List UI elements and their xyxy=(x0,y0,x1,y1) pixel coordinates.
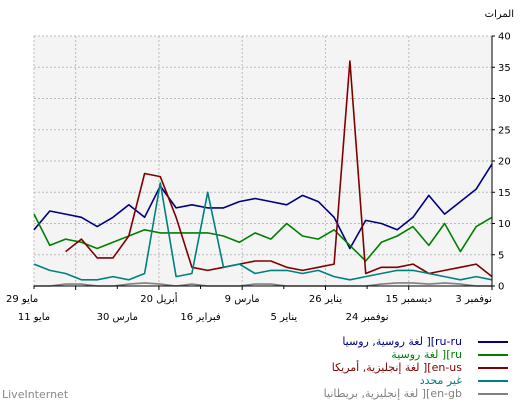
legend-label: لغة روسية, روسيا ][ru-ru xyxy=(342,335,462,348)
x-tick-label-secondary: 11 مايو xyxy=(18,312,50,323)
x-tick-label: 20 أبريل xyxy=(140,292,178,305)
legend-item: لغة روسية, روسيا ][ru-ru xyxy=(300,335,510,348)
y-tick-label: 5 xyxy=(498,250,504,261)
x-tick-label: 3 نوفمبر xyxy=(455,294,492,305)
x-tick-label-secondary: 16 فبراير xyxy=(180,312,221,323)
legend-swatch xyxy=(478,367,508,369)
y-tick-label: 40 xyxy=(498,32,511,43)
brand-label: LiveInternet xyxy=(2,388,69,401)
series-line-3 xyxy=(33,182,493,281)
y-axis-ticks: 0 5 10 15 20 25 30 35 40 xyxy=(492,32,511,293)
legend-label: لغة إنجليزية, بريطانيا ][en-gb xyxy=(323,387,462,400)
y-tick-label: 35 xyxy=(498,63,511,74)
y-tick-label: 30 xyxy=(498,94,511,105)
legend-item: غير محدد xyxy=(300,374,510,387)
y-tick-label: 25 xyxy=(498,125,511,136)
legend-item: لغة إنجليزية, أمريكا ][en-us xyxy=(300,361,510,374)
legend-item: لغة روسية ][ru xyxy=(300,348,510,361)
x-tick-label: 29 مايو xyxy=(6,294,38,305)
x-tick-label: 9 مارس xyxy=(225,294,260,305)
legend-swatch xyxy=(478,341,508,343)
x-axis-ticks: 29 مايو 20 أبريل 9 مارس 26 يناير 15 ديسمبر 3 … xyxy=(6,286,493,323)
series-line-1 xyxy=(33,213,493,262)
y-tick-label: 15 xyxy=(498,188,511,199)
x-tick-label-secondary: 30 مارس xyxy=(97,312,138,323)
x-tick-label-secondary: 24 نوفمبر xyxy=(346,312,389,323)
legend-swatch xyxy=(478,354,508,356)
legend-swatch xyxy=(478,393,508,395)
series-line-2 xyxy=(65,60,493,278)
x-tick-label-secondary: 5 يناير xyxy=(270,312,297,323)
y-axis-label: المرات xyxy=(485,9,514,20)
series-line-0 xyxy=(33,163,493,250)
x-tick-label: 26 يناير xyxy=(309,294,342,305)
legend-label: لغة روسية ][ru xyxy=(391,348,462,361)
x-tick-label: 15 ديسمبر xyxy=(386,294,432,305)
y-tick-label: 20 xyxy=(498,157,511,168)
legend: لغة روسية, روسيا ][ru-ru لغة روسية ][ru لغ… xyxy=(300,335,510,400)
y-tick-label: 0 xyxy=(498,282,504,293)
legend-label: غير محدد xyxy=(419,374,462,387)
legend-item: لغة إنجليزية, بريطانيا ][en-gb xyxy=(300,387,510,400)
legend-label: لغة إنجليزية, أمريكا ][en-us xyxy=(331,361,462,374)
y-tick-label: 10 xyxy=(498,219,511,230)
legend-swatch xyxy=(478,380,508,382)
